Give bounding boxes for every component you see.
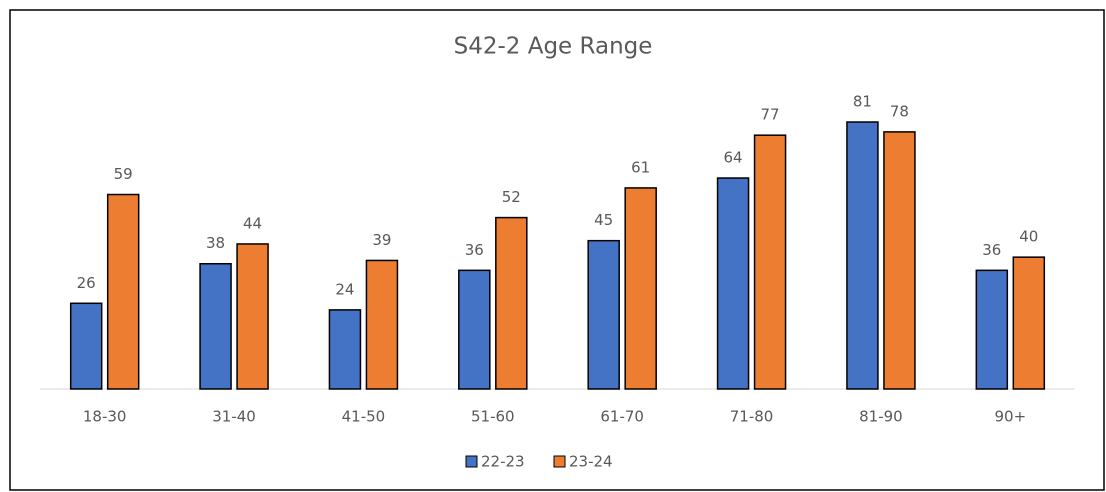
bar <box>883 131 916 390</box>
x-tick-label: 18-30 <box>83 408 127 426</box>
x-tick-label: 51-60 <box>471 408 515 426</box>
data-label: 39 <box>372 231 391 249</box>
x-tick-label: 41-50 <box>342 408 386 426</box>
chart-border <box>9 9 1105 491</box>
bar <box>199 262 232 390</box>
x-tick-label: 81-90 <box>859 408 903 426</box>
data-label: 52 <box>502 188 521 206</box>
data-label: 59 <box>114 165 133 183</box>
chart-title: S42-2 Age Range <box>454 34 653 60</box>
bar <box>106 193 140 390</box>
data-label: 64 <box>724 149 743 167</box>
data-label: 77 <box>761 106 780 124</box>
x-tick-label: 31-40 <box>212 408 256 426</box>
bar <box>236 243 269 390</box>
legend-label: 22-23 <box>481 453 525 471</box>
legend-swatch <box>465 455 478 468</box>
legend-swatch <box>553 455 566 468</box>
x-tick-label: 61-70 <box>600 408 644 426</box>
x-tick-label: 71-80 <box>730 408 774 426</box>
bar <box>1012 256 1046 390</box>
data-label: 61 <box>631 158 650 176</box>
bar <box>495 216 528 390</box>
x-tick-label: 90+ <box>994 408 1026 426</box>
bar <box>846 121 879 390</box>
data-label: 36 <box>982 241 1001 259</box>
data-label: 36 <box>465 241 484 259</box>
data-label: 44 <box>243 214 262 232</box>
data-label: 78 <box>890 102 909 120</box>
legend-label: 23-24 <box>569 453 613 471</box>
data-label: 45 <box>594 211 613 229</box>
bar <box>975 269 1009 390</box>
bar <box>753 134 787 390</box>
data-label: 26 <box>77 274 96 292</box>
data-label: 24 <box>335 280 354 298</box>
bar <box>716 177 750 390</box>
data-label: 81 <box>853 93 872 111</box>
bar <box>328 309 362 390</box>
bar <box>365 259 399 390</box>
data-label: 40 <box>1019 228 1038 246</box>
data-label: 38 <box>206 234 225 252</box>
bar <box>624 187 657 390</box>
bar <box>458 269 491 390</box>
bar <box>587 239 620 390</box>
bar <box>69 302 103 390</box>
